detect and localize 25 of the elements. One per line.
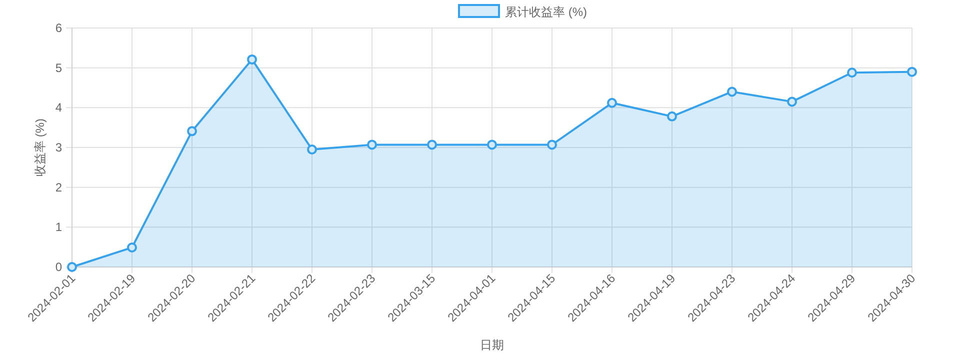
point	[607, 98, 617, 108]
point	[187, 126, 197, 136]
point	[667, 111, 677, 122]
y-tick-label: 3	[55, 140, 62, 154]
y-tick-label: 5	[55, 60, 62, 75]
y-tick-label: 2	[55, 180, 62, 194]
point	[367, 140, 377, 150]
x-axis-title: 日期	[480, 338, 504, 352]
y-tick-label: 1	[55, 220, 62, 234]
y-axis-title: 收益率 (%)	[33, 118, 47, 176]
point	[127, 242, 137, 252]
point	[727, 86, 737, 97]
point	[907, 66, 917, 77]
point	[547, 140, 557, 150]
legend-label: 累计收益率 (%)	[505, 5, 587, 19]
y-tick-label: 4	[55, 100, 62, 115]
point	[487, 140, 497, 150]
point	[787, 96, 797, 107]
point	[67, 262, 77, 272]
point	[307, 144, 317, 154]
point	[427, 140, 437, 150]
y-tick-label: 6	[55, 21, 62, 35]
point	[247, 54, 257, 64]
y-tick-label: 0	[55, 260, 62, 274]
point	[847, 68, 857, 78]
